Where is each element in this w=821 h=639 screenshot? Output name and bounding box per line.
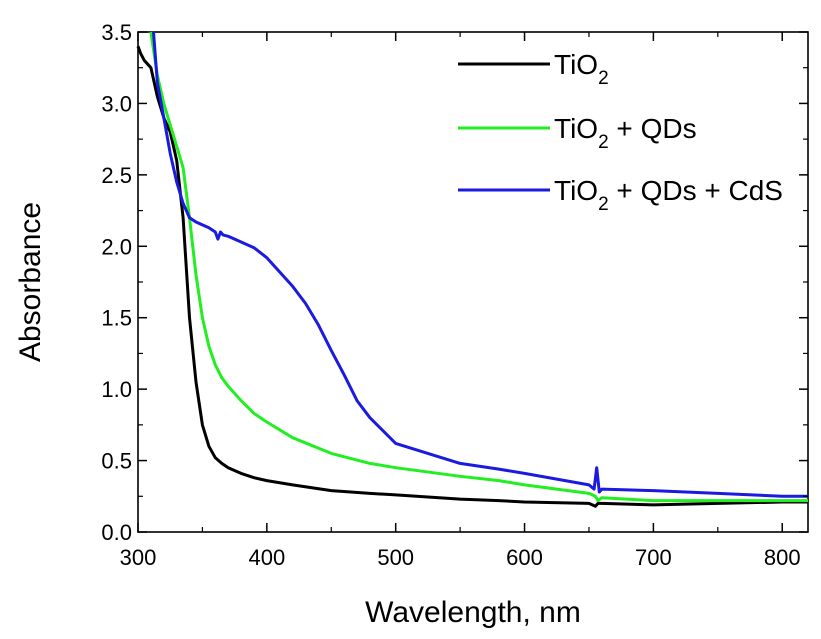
y-axis-title: Absorbance [14, 202, 47, 362]
x-tick-label: 600 [506, 545, 543, 570]
x-tick-label: 300 [120, 545, 157, 570]
x-tick-label: 800 [764, 545, 801, 570]
y-tick-label: 2.5 [101, 163, 132, 188]
x-tick-label: 700 [635, 545, 672, 570]
x-tick-label: 500 [377, 545, 414, 570]
legend-label-1: TiO2 [554, 49, 609, 89]
y-tick-label: 0.5 [101, 449, 132, 474]
plot-axes [137, 31, 809, 533]
series-line-3 [152, 31, 808, 498]
y-tick-label: 3.5 [101, 20, 132, 45]
axis-ticks: 300 400 500 600 700 800 0.0 0.5 1.0 1.5 2.0 2.5 3.0 3… [101, 20, 808, 570]
y-tick-label: 3.0 [101, 91, 132, 116]
y-tick-label: 2.0 [101, 234, 132, 259]
series-lines [136, 31, 808, 508]
legend-label-2: TiO2 + QDs [554, 113, 697, 153]
series-line-2 [149, 31, 808, 503]
legend-label-3: TiO2 + QDs + CdS [554, 175, 783, 215]
plot-frame [137, 31, 809, 533]
series-line-1 [136, 45, 808, 508]
x-axis-title: Wavelength, nm [365, 596, 581, 629]
y-tick-label: 0.0 [101, 520, 132, 545]
y-tick-label: 1.5 [101, 306, 132, 331]
y-tick-label: 1.0 [101, 377, 132, 402]
legend: TiO2 TiO2 + QDs TiO2 + QDs + CdS [458, 49, 783, 215]
x-tick-label: 400 [248, 545, 285, 570]
